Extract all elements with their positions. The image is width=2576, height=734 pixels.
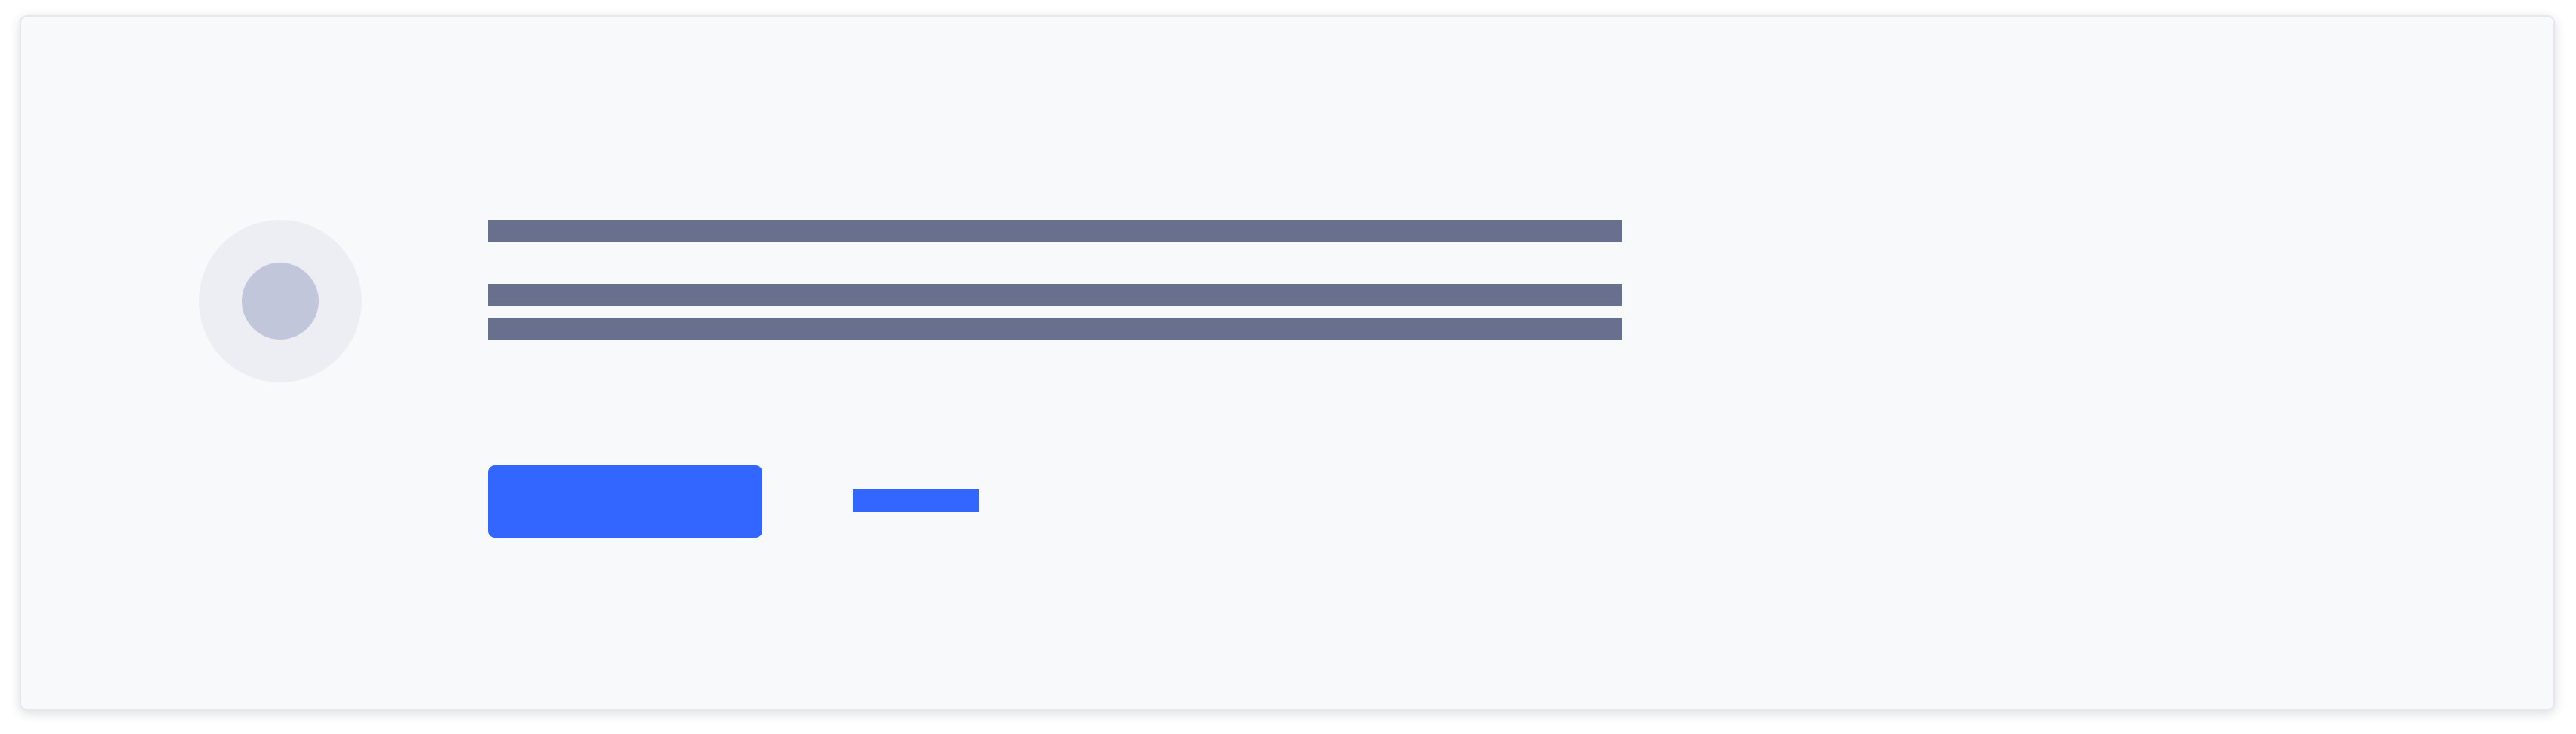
placeholder-icon xyxy=(199,220,362,382)
primary-action-button[interactable] xyxy=(488,465,762,538)
empty-state-card xyxy=(20,15,2555,711)
placeholder-icon-inner xyxy=(242,263,319,340)
secondary-action-link[interactable] xyxy=(853,489,979,512)
card-body-line-1 xyxy=(488,284,1622,306)
card-title-placeholder xyxy=(488,220,1622,242)
card-body-line-2 xyxy=(488,318,1622,340)
